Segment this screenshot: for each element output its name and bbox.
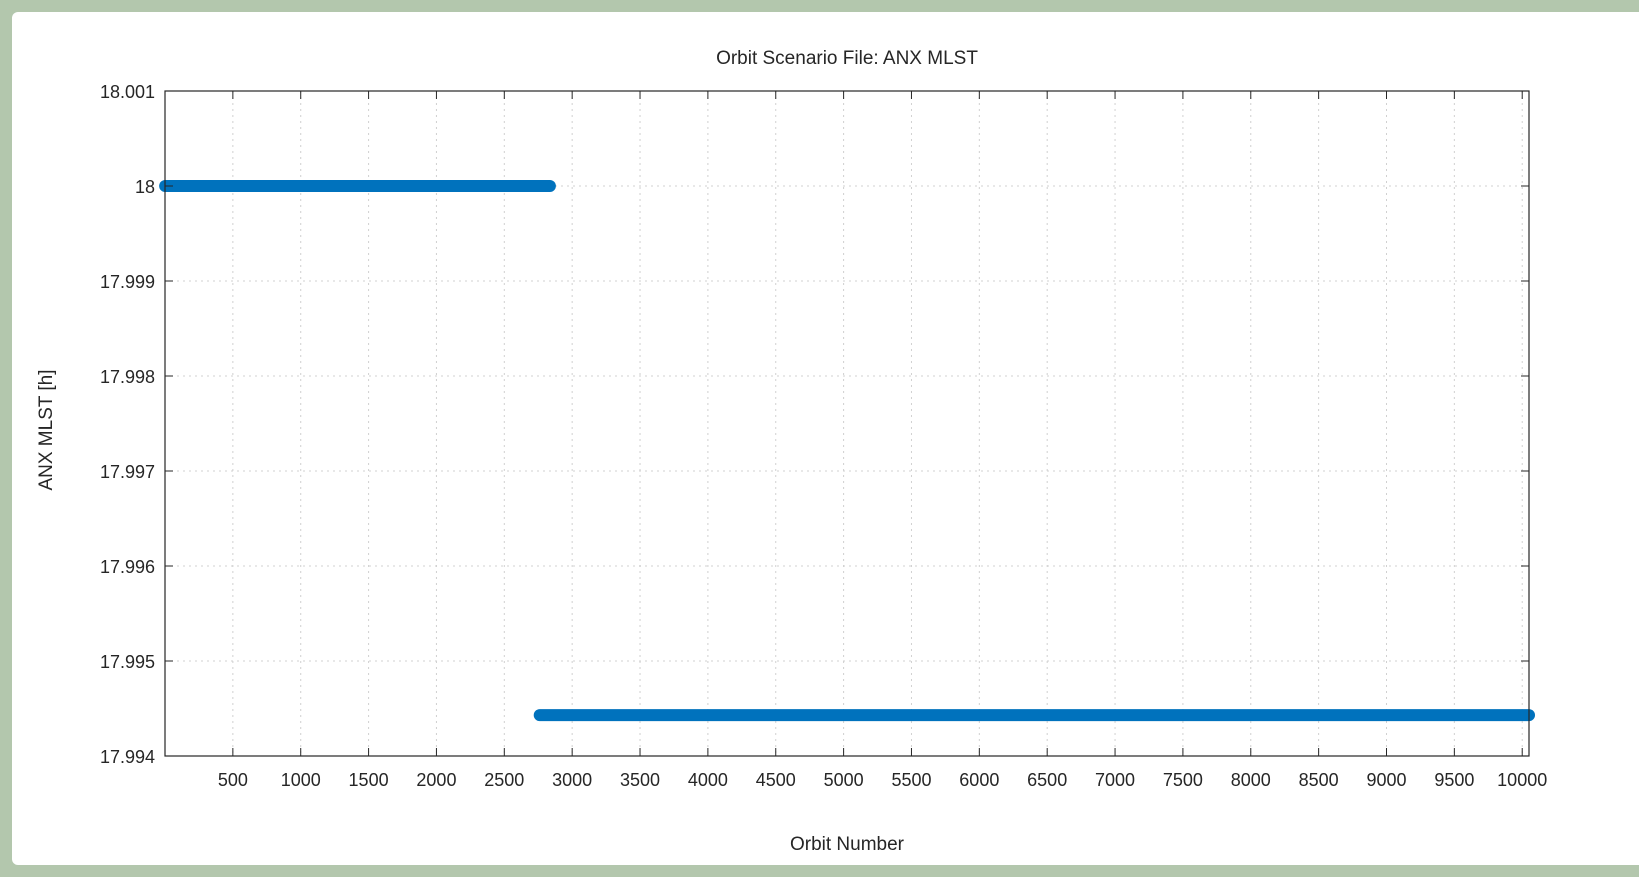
x-tick-label: 500 <box>218 770 248 790</box>
x-tick-label: 10000 <box>1497 770 1547 790</box>
axes-box <box>164 90 1530 757</box>
x-tick-label: 6000 <box>959 770 999 790</box>
x-tick-label: 4500 <box>756 770 796 790</box>
x-tick-label: 1500 <box>349 770 389 790</box>
y-tick-label: 17.995 <box>100 652 155 672</box>
x-tick-label: 7500 <box>1163 770 1203 790</box>
chart-svg: Orbit Scenario File: ANX MLST 500 1000 150… <box>36 48 1547 855</box>
x-tick-label: 8000 <box>1231 770 1271 790</box>
y-tick-label: 17.996 <box>100 557 155 577</box>
x-tick-label: 6500 <box>1027 770 1067 790</box>
x-tick-label: 1000 <box>281 770 321 790</box>
y-tick-label: 17.994 <box>100 747 155 767</box>
x-tick-label: 9500 <box>1434 770 1474 790</box>
x-tick-label: 2500 <box>484 770 524 790</box>
x-axis-label: Orbit Number <box>790 834 905 855</box>
tick-layer: 500 1000 1500 2000 2500 3000 3500 4000 4500 5000 5… <box>100 82 1547 790</box>
y-tick-label: 17.997 <box>100 462 155 482</box>
y-axis-label: ANX MLST [h] <box>36 369 57 490</box>
x-tick-label: 8500 <box>1299 770 1339 790</box>
x-tick-label: 3500 <box>620 770 660 790</box>
x-tick-label: 5000 <box>824 770 864 790</box>
chart-frame: Orbit Scenario File: ANX MLST 500 1000 150… <box>12 12 1639 865</box>
y-tick-label: 18.001 <box>100 82 155 102</box>
y-tick-label: 18 <box>135 177 155 197</box>
x-tick-label: 2000 <box>416 770 456 790</box>
x-tick-label: 5500 <box>891 770 931 790</box>
x-tick-label: 7000 <box>1095 770 1135 790</box>
data-layer <box>159 180 1535 722</box>
x-tick-label: 4000 <box>688 770 728 790</box>
x-tick-label: 3000 <box>552 770 592 790</box>
x-tick-label: 9000 <box>1366 770 1406 790</box>
chart-title: Orbit Scenario File: ANX MLST <box>716 48 978 69</box>
y-tick-label: 17.998 <box>100 367 155 387</box>
y-tick-label: 17.999 <box>100 272 155 292</box>
